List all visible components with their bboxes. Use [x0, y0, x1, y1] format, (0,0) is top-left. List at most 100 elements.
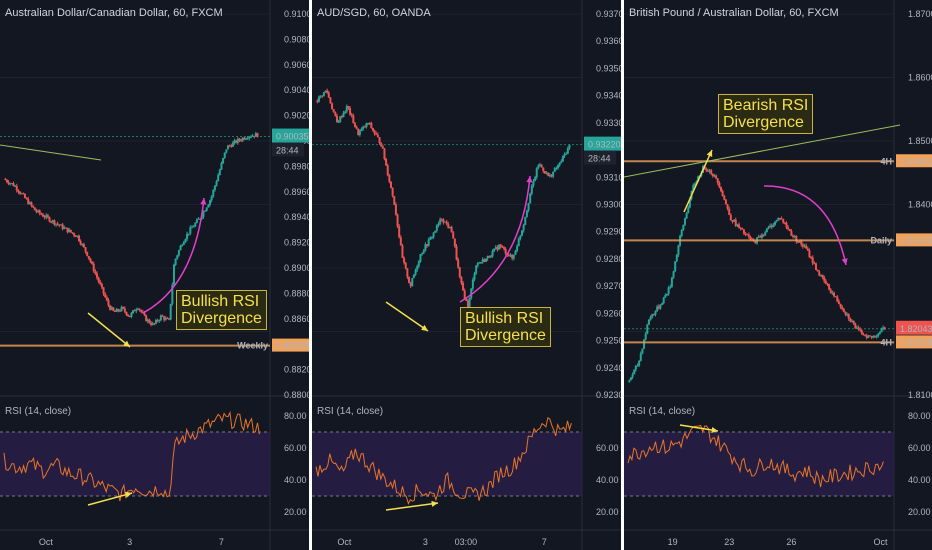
candle-body — [112, 307, 115, 311]
price-badge-bg — [584, 136, 621, 151]
candle-body — [381, 146, 384, 149]
candle-body — [163, 316, 166, 320]
candle-body — [195, 219, 198, 223]
candle-body — [319, 95, 322, 97]
candle-body — [233, 140, 236, 143]
price-tick: 0.92800 — [596, 254, 621, 264]
candle-body — [659, 304, 662, 309]
candle-body — [476, 263, 479, 266]
candle-body — [339, 116, 342, 122]
candle-body — [641, 348, 644, 354]
candle-body — [358, 131, 361, 135]
candle-body — [243, 137, 246, 140]
candle-body — [435, 225, 438, 231]
candle-body — [716, 178, 719, 183]
candle-body — [816, 269, 819, 272]
level-badge-value: 0.88389 — [276, 341, 309, 351]
candle-body — [715, 175, 718, 179]
candle-body — [760, 234, 763, 238]
rsi-line — [627, 424, 884, 488]
candle-body — [321, 95, 324, 97]
price-tick: 1.84000 — [908, 200, 932, 210]
x-tick: Oct — [337, 537, 352, 547]
candle-body — [834, 296, 837, 298]
trend-curve-arrow — [459, 175, 531, 303]
candle-body — [385, 158, 388, 166]
candle-body — [9, 183, 12, 185]
candle-body — [4, 179, 7, 181]
candle-body — [706, 170, 709, 172]
candle-body — [770, 225, 773, 228]
candle-body — [695, 181, 698, 184]
candle-body — [552, 171, 555, 177]
candle-body — [38, 210, 41, 214]
candle-body — [411, 277, 414, 286]
candle-body — [7, 182, 10, 184]
price-tick: 0.88600 — [284, 314, 309, 324]
candle-body — [494, 247, 497, 249]
candle-body — [478, 262, 481, 264]
candle-body — [197, 218, 200, 220]
candle-body — [803, 245, 806, 247]
candle-body — [880, 329, 883, 333]
candle-body — [256, 133, 259, 137]
candle-body — [414, 269, 417, 275]
candle-body — [199, 218, 202, 220]
x-tick: 7 — [219, 537, 224, 547]
candle-body — [543, 171, 546, 174]
candle-body — [708, 170, 711, 172]
candle-body — [205, 207, 208, 211]
candle-body — [517, 238, 520, 247]
rsi-line — [3, 410, 260, 502]
candle-body — [404, 262, 407, 269]
rsi-title: RSI (14, close) — [5, 406, 72, 417]
rsi-tick: 20.00 — [908, 507, 931, 517]
candle-body — [775, 219, 778, 222]
candle-body — [117, 309, 120, 311]
candle-body — [71, 232, 74, 234]
candle-body — [355, 126, 358, 129]
candle-body — [253, 135, 256, 137]
panel-audcad: 0.91000 0.90800 0.90600 0.90400 0.90200 0.900… — [0, 0, 309, 550]
candle-body — [683, 218, 686, 225]
candle-body — [217, 175, 220, 182]
candle-body — [818, 271, 821, 276]
candle-body — [823, 277, 826, 281]
panel-audsgd: 0.93700 0.93600 0.93500 0.93400 0.93300 0.932… — [312, 0, 621, 550]
candle-body — [353, 123, 356, 127]
candle-body — [96, 273, 99, 278]
candle-body — [542, 167, 545, 172]
candle-body — [421, 253, 424, 255]
candle-body — [208, 200, 211, 205]
price-tick: 0.93300 — [596, 118, 621, 128]
rsi-title: RSI (14, close) — [629, 406, 696, 417]
candle-body — [847, 314, 850, 319]
panel-gbpaud: 1.87000 1.86000 1.85000 1.84681 1.84000 1.834… — [624, 0, 932, 550]
price-tick: 0.92600 — [596, 308, 621, 318]
candle-body — [782, 219, 785, 223]
rsi-tick: 60.00 — [596, 443, 619, 453]
candle-body — [161, 315, 164, 317]
candle-body — [762, 234, 765, 236]
candle-body — [375, 133, 378, 135]
candle-body — [322, 92, 325, 97]
candle-body — [557, 165, 560, 169]
candle-body — [190, 227, 193, 229]
candle-body — [810, 257, 813, 259]
candle-body — [504, 248, 507, 254]
candle-body — [231, 142, 234, 147]
price-tick: 0.90600 — [284, 60, 309, 70]
candle-body — [532, 180, 535, 186]
candle-body — [780, 218, 783, 220]
candle-body — [115, 309, 118, 312]
candle-body — [241, 137, 244, 141]
candle-body — [644, 333, 647, 340]
level-badge-bg — [896, 335, 932, 349]
candle-body — [670, 277, 673, 287]
candle-body — [534, 177, 537, 181]
rsi-divergence-arrow — [679, 424, 719, 432]
candle-body — [118, 310, 121, 312]
candle-body — [125, 311, 128, 315]
x-tick: 7 — [542, 537, 547, 547]
candle-body — [63, 227, 66, 229]
